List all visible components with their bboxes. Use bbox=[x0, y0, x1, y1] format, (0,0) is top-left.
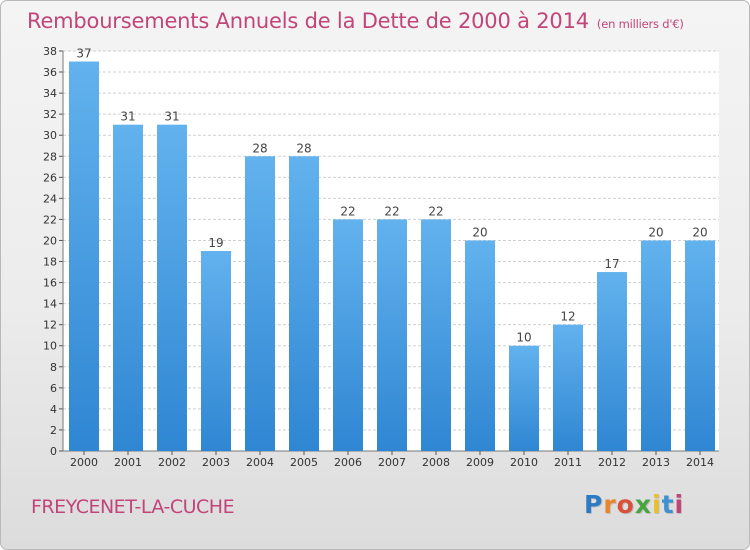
bar bbox=[465, 240, 495, 451]
x-tick-label: 2006 bbox=[334, 456, 362, 469]
x-tick-label: 2002 bbox=[158, 456, 186, 469]
bar bbox=[69, 61, 99, 452]
x-tick-label: 2000 bbox=[70, 456, 98, 469]
logo-letter: i bbox=[652, 490, 662, 519]
data-label: 19 bbox=[208, 236, 223, 250]
x-tick-label: 2007 bbox=[378, 456, 406, 469]
logo-letter: r bbox=[603, 490, 617, 519]
bar bbox=[421, 219, 451, 451]
y-tick-label: 32 bbox=[43, 108, 57, 121]
data-label: 28 bbox=[296, 141, 311, 155]
y-tick-label: 34 bbox=[43, 87, 57, 100]
y-tick-label: 14 bbox=[43, 298, 57, 311]
y-tick-label: 24 bbox=[43, 192, 57, 205]
x-tick-label: 2012 bbox=[598, 456, 626, 469]
data-label: 17 bbox=[604, 257, 619, 271]
chart-subtitle: (en milliers d'€) bbox=[596, 17, 684, 31]
commune-name: FREYCENET-LA-CUCHE bbox=[31, 496, 235, 518]
data-label: 28 bbox=[252, 141, 267, 155]
y-tick-label: 8 bbox=[50, 361, 57, 374]
y-tick-label: 2 bbox=[50, 424, 57, 437]
bar bbox=[641, 240, 671, 451]
y-tick-label: 28 bbox=[43, 150, 57, 163]
y-tick-label: 18 bbox=[43, 256, 57, 269]
data-label: 22 bbox=[340, 204, 355, 218]
bar bbox=[597, 272, 627, 451]
bar bbox=[113, 124, 143, 452]
data-label: 20 bbox=[692, 225, 707, 239]
chart-title-text: Remboursements Annuels de la Dette de 20… bbox=[27, 9, 589, 33]
bar bbox=[333, 219, 363, 451]
y-tick-label: 30 bbox=[43, 129, 57, 142]
y-tick-label: 16 bbox=[43, 277, 57, 290]
bar bbox=[509, 345, 539, 451]
bar bbox=[685, 240, 715, 451]
data-label: 31 bbox=[120, 110, 135, 124]
y-tick-label: 10 bbox=[43, 340, 57, 353]
y-tick-label: 6 bbox=[50, 382, 57, 395]
x-tick-label: 2011 bbox=[554, 456, 582, 469]
y-tick-label: 38 bbox=[43, 45, 57, 58]
x-tick-label: 2009 bbox=[466, 456, 494, 469]
data-label: 31 bbox=[164, 110, 179, 124]
x-tick-label: 2003 bbox=[202, 456, 230, 469]
y-tick-label: 4 bbox=[50, 403, 57, 416]
bar bbox=[553, 324, 583, 451]
bar bbox=[377, 219, 407, 451]
y-tick-label: 12 bbox=[43, 319, 57, 332]
logo-letter: P bbox=[584, 490, 604, 519]
data-label: 10 bbox=[516, 331, 531, 345]
data-label: 12 bbox=[560, 310, 575, 324]
data-label: 22 bbox=[384, 204, 399, 218]
data-label: 22 bbox=[428, 204, 443, 218]
y-tick-label: 36 bbox=[43, 66, 57, 79]
x-tick-label: 2013 bbox=[642, 456, 670, 469]
data-label: 20 bbox=[648, 225, 663, 239]
bar bbox=[289, 156, 319, 451]
data-label: 20 bbox=[472, 225, 487, 239]
x-tick-label: 2004 bbox=[246, 456, 274, 469]
chart-title: Remboursements Annuels de la Dette de 20… bbox=[27, 9, 684, 33]
y-tick-label: 22 bbox=[43, 213, 57, 226]
x-tick-label: 2008 bbox=[422, 456, 450, 469]
logo-letter: i bbox=[674, 490, 685, 519]
proxiti-logo: Proxiti bbox=[584, 490, 684, 519]
y-tick-label: 26 bbox=[43, 171, 57, 184]
x-tick-label: 2014 bbox=[686, 456, 714, 469]
logo-letter: o bbox=[616, 490, 635, 519]
bar bbox=[245, 156, 275, 451]
logo-letter: x bbox=[634, 490, 652, 519]
x-tick-label: 2010 bbox=[510, 456, 538, 469]
x-tick-label: 2001 bbox=[114, 456, 142, 469]
y-tick-label: 0 bbox=[50, 445, 57, 458]
x-tick-label: 2005 bbox=[290, 456, 318, 469]
y-tick-label: 20 bbox=[43, 234, 57, 247]
logo-letter: t bbox=[661, 490, 675, 519]
bar bbox=[157, 124, 187, 452]
bar bbox=[201, 251, 231, 451]
data-label: 37 bbox=[76, 47, 91, 61]
